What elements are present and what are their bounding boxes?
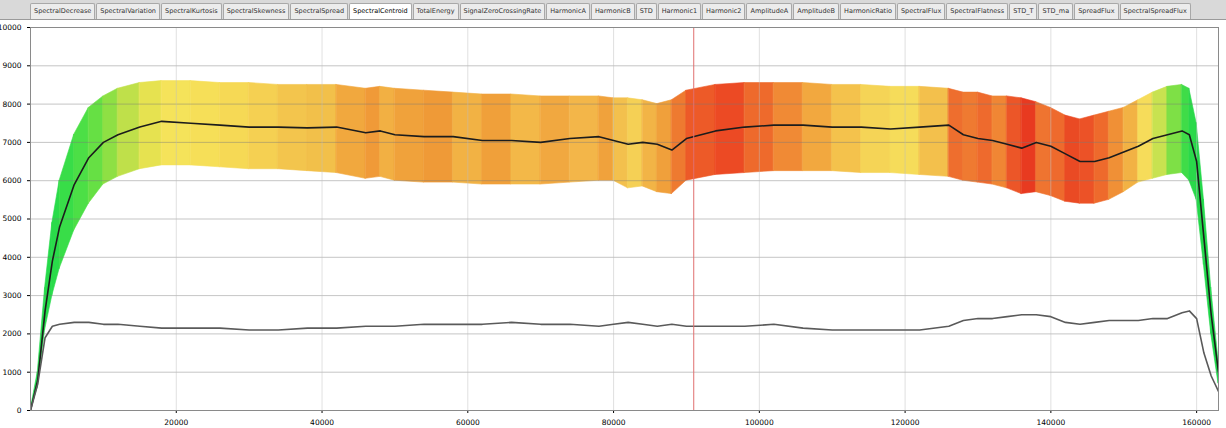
- svg-text:120000: 120000: [891, 418, 920, 427]
- svg-text:4000: 4000: [2, 253, 21, 262]
- svg-text:8000: 8000: [2, 100, 21, 109]
- svg-text:10000: 10000: [0, 23, 22, 32]
- html-text:AmplitudeA: AmplitudeA: [750, 7, 789, 15]
- svg-text:160000: 160000: [1182, 418, 1211, 427]
- svg-text:9000: 9000: [2, 61, 21, 70]
- html-text:SpectralSpreadFlux: SpectralSpreadFlux: [1123, 7, 1187, 15]
- html-text:HarmonicA: HarmonicA: [550, 7, 586, 15]
- svg-text:80000: 80000: [602, 418, 626, 427]
- html-text:HarmonicRatio: HarmonicRatio: [844, 7, 892, 15]
- html-text:STD: STD: [639, 7, 653, 15]
- html-text:Harmonic1: Harmonic1: [661, 7, 698, 15]
- svg-text:140000: 140000: [1037, 418, 1066, 427]
- svg-text:60000: 60000: [456, 418, 480, 427]
- svg-text:3000: 3000: [2, 291, 21, 300]
- html-text:STD_T: STD_T: [1013, 7, 1034, 15]
- html-text:SpectralCentroid: SpectralCentroid: [353, 7, 408, 15]
- html-text:SpectralSpread: SpectralSpread: [294, 7, 345, 15]
- html-text:HarmonicB: HarmonicB: [594, 7, 631, 15]
- svg-text:100000: 100000: [745, 418, 774, 427]
- html-text:STD_ma: STD_ma: [1042, 7, 1070, 15]
- svg-text:0: 0: [17, 406, 22, 415]
- html-text:Harmonic2: Harmonic2: [706, 7, 742, 15]
- html-text:SpreadFlux: SpreadFlux: [1078, 7, 1115, 15]
- html-text:SpectralVariation: SpectralVariation: [100, 7, 156, 15]
- html-text:SpectralKurtosis: SpectralKurtosis: [165, 7, 218, 15]
- html-text:SpectralFlatness: SpectralFlatness: [950, 7, 1005, 15]
- svg-text:6000: 6000: [2, 176, 21, 185]
- svg-text:40000: 40000: [310, 418, 334, 427]
- html-text:SpectralDecrease: SpectralDecrease: [34, 7, 92, 15]
- svg-text:20000: 20000: [164, 418, 188, 427]
- svg-text:2000: 2000: [2, 329, 21, 338]
- html-text:AmplitudeB: AmplitudeB: [797, 7, 835, 15]
- html-text:SignalZeroCrossingRate: SignalZeroCrossingRate: [463, 7, 542, 15]
- html-text:SpectralSkewness: SpectralSkewness: [226, 7, 286, 15]
- svg-text:1000: 1000: [2, 368, 21, 377]
- html-text:SpectralFlux: SpectralFlux: [901, 7, 942, 15]
- svg-text:5000: 5000: [2, 214, 21, 223]
- svg-text:7000: 7000: [2, 138, 21, 147]
- html-text:TotalEnergy: TotalEnergy: [416, 7, 455, 15]
